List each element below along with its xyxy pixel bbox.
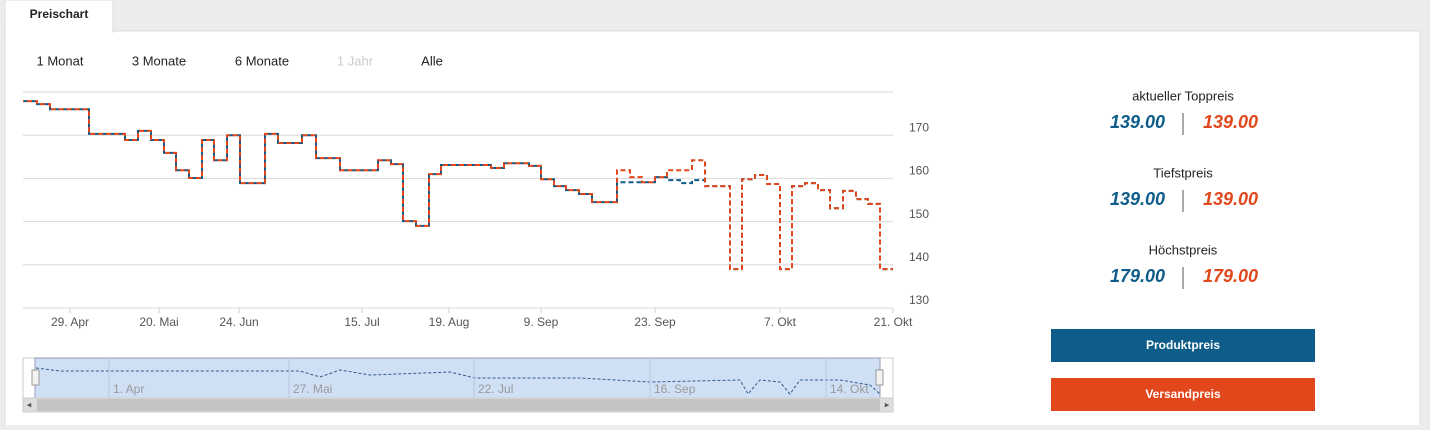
x-tick-label: 9. Sep — [524, 315, 559, 329]
stat-value: 139.00 — [1203, 189, 1258, 209]
navigator-label: 27. Mai — [293, 382, 332, 396]
x-tick-label: 29. Apr — [51, 315, 89, 329]
range-button[interactable]: Alle — [421, 53, 443, 68]
y-tick-label: 150 — [909, 207, 929, 221]
x-tick-label: 20. Mai — [139, 315, 178, 329]
x-tick-label: 19. Aug — [429, 315, 470, 329]
tab-joint — [6, 30, 112, 33]
x-tick-label: 21. Okt — [874, 315, 913, 329]
stat-value: 179.00 — [1203, 266, 1258, 286]
stat-label: aktueller Toppreis — [1132, 88, 1234, 103]
stat-label: Tiefstpreis — [1153, 165, 1213, 180]
tab[interactable] — [4, 0, 114, 33]
stat-value: 139.00 — [1203, 112, 1258, 132]
y-tick-label: 160 — [909, 164, 929, 178]
legend-button[interactable] — [1051, 378, 1315, 411]
scrollbar-thumb[interactable] — [37, 399, 880, 411]
navigator-handle[interactable] — [875, 369, 884, 386]
x-tick-label: 24. Jun — [219, 315, 258, 329]
navigator-label: 16. Sep — [654, 382, 696, 396]
x-tick-label: 7. Okt — [764, 315, 797, 329]
legend-label[interactable]: Versandpreis — [1145, 387, 1221, 401]
stat-label: Höchstpreis — [1149, 242, 1218, 257]
stat-value: 139.00 — [1110, 112, 1165, 132]
navigator-range[interactable] — [34, 357, 881, 399]
stat-value: 179.00 — [1110, 266, 1165, 286]
price-line — [23, 100, 893, 271]
navigator-label: 14. Okt — [830, 382, 869, 396]
tab-label[interactable]: Preischart — [30, 7, 89, 21]
y-tick-label: 170 — [909, 120, 929, 134]
y-tick-label: 140 — [909, 250, 929, 264]
scroll-arrow[interactable]: ◂ — [27, 399, 32, 409]
legend-label[interactable]: Produktpreis — [1146, 338, 1220, 352]
x-tick-label: 23. Sep — [634, 315, 676, 329]
range-button[interactable]: 3 Monate — [132, 53, 186, 68]
x-tick-label: 15. Jul — [344, 315, 379, 329]
navigator-handle[interactable] — [31, 369, 40, 386]
range-button[interactable]: 6 Monate — [235, 53, 289, 68]
range-button: 1 Jahr — [337, 53, 374, 68]
scroll-arrow[interactable]: ▸ — [885, 399, 890, 409]
range-button[interactable]: 1 Monat — [37, 53, 84, 68]
navigator-label: 1. Apr — [113, 382, 144, 396]
navigator-label: 22. Jul — [478, 382, 513, 396]
stat-value: 139.00 — [1110, 189, 1165, 209]
y-tick-label: 130 — [909, 293, 929, 307]
legend-button[interactable] — [1051, 329, 1315, 362]
